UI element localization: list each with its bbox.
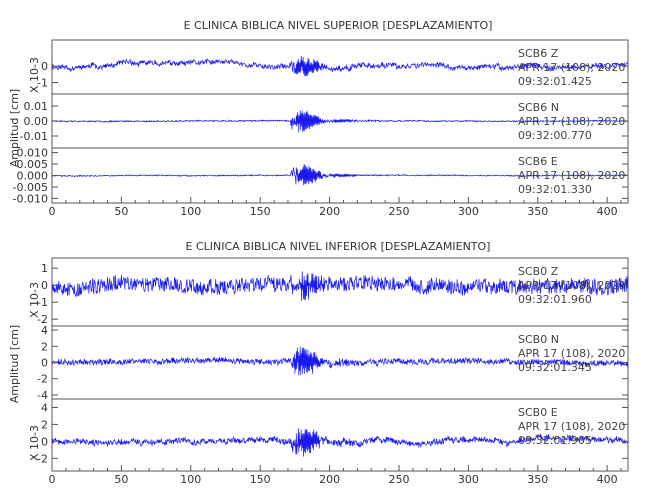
station-component-label: SCB6 N <box>518 101 559 114</box>
y-tick-label: 0.01 <box>24 100 49 113</box>
x-tick-label: 150 <box>250 473 271 486</box>
station-component-label: SCB6 Z <box>518 47 559 60</box>
station-component-label: SCB0 N <box>518 333 559 346</box>
y-scale-label: X 10-3 <box>28 57 41 93</box>
x-tick-label: 0 <box>49 473 56 486</box>
waveform-trace <box>51 271 629 302</box>
waveform-trace <box>51 110 628 133</box>
y-tick-label: -2 <box>37 313 48 326</box>
y-tick-label: 0 <box>41 60 48 73</box>
panel-frame <box>51 398 629 472</box>
lower-level-chart: E CLINICA BIBLICA NIVEL INFERIOR [DESPLA… <box>8 240 629 486</box>
station-component-label: SCB0 E <box>518 406 558 419</box>
y-tick-label: 4 <box>41 401 48 414</box>
x-tick-label: 200 <box>319 205 340 218</box>
waveform-trace <box>51 163 628 186</box>
x-tick-label: 0 <box>49 205 56 218</box>
record-time-label: 09:32:01.905 <box>518 434 592 447</box>
record-time-label: 09:32:01.345 <box>518 361 592 374</box>
y-tick-label: 2 <box>41 340 48 353</box>
upper-y-axis-label: Amplitud [cm] <box>8 89 21 167</box>
x-tick-label: 300 <box>458 473 479 486</box>
record-date-label: APR 17 (108), 2020 <box>518 420 625 433</box>
y-tick-label: 2 <box>41 418 48 431</box>
record-date-label: APR 17 (108), 2020 <box>518 115 625 128</box>
x-tick-label: 250 <box>388 205 409 218</box>
y-scale-label: X 10-3 <box>28 282 41 318</box>
record-date-label: APR 17 (108), 2020 <box>518 61 625 74</box>
y-tick-label: -1 <box>37 77 48 90</box>
x-axis: 0 50 100 150 200 250 300 350 400 <box>49 197 622 218</box>
record-date-label: APR 17 (108), 2020 <box>518 279 625 292</box>
upper-chart-title: E CLINICA BIBLICA NIVEL SUPERIOR [DESPLA… <box>184 19 493 32</box>
record-time-label: 09:32:01.960 <box>518 293 592 306</box>
y-tick-label: 0 <box>41 435 48 448</box>
x-tick-label: 200 <box>319 473 340 486</box>
lower-chart-title: E CLINICA BIBLICA NIVEL INFERIOR [DESPLA… <box>186 240 491 253</box>
waveform-trace <box>51 346 629 376</box>
y-tick-label: -0.010 <box>13 192 48 205</box>
lower-y-axis-label: Amplitud [cm] <box>8 325 21 403</box>
upper-level-chart: E CLINICA BIBLICA NIVEL SUPERIOR [DESPLA… <box>8 19 629 218</box>
x-tick-label: 100 <box>180 473 201 486</box>
y-tick-label: 0.005 <box>17 158 49 171</box>
y-tick-label: -0.005 <box>13 181 48 194</box>
record-date-label: APR 17 (108), 2020 <box>518 169 625 182</box>
y-tick-label: -2 <box>37 373 48 386</box>
x-tick-label: 50 <box>114 205 128 218</box>
y-tick-label: 0.000 <box>17 170 49 183</box>
y-tick-label: -1 <box>37 296 48 309</box>
x-tick-label: 300 <box>458 205 479 218</box>
x-axis: 0 50 100 150 200 250 300 350 400 <box>49 465 622 486</box>
y-tick-label: -2 <box>37 452 48 465</box>
y-scale-label: X 10-3 <box>28 425 41 461</box>
y-tick-label: -4 <box>37 389 48 402</box>
y-tick-label: 0 <box>41 357 48 370</box>
x-tick-label: 150 <box>250 205 271 218</box>
x-tick-label: 250 <box>388 473 409 486</box>
record-time-label: 09:32:01.425 <box>518 75 592 88</box>
x-tick-label: 100 <box>180 205 201 218</box>
x-tick-label: 400 <box>597 473 618 486</box>
x-tick-label: 350 <box>527 205 548 218</box>
record-time-label: 09:32:00.770 <box>518 129 592 142</box>
waveform-trace <box>51 428 629 457</box>
y-tick-label: 1 <box>41 262 48 275</box>
y-tick-label: -0.01 <box>20 130 48 143</box>
x-tick-label: 350 <box>527 473 548 486</box>
record-time-label: 09:32:01.330 <box>518 183 592 196</box>
station-component-label: SCB6 E <box>518 155 558 168</box>
record-date-label: APR 17 (108), 2020 <box>518 347 625 360</box>
station-component-label: SCB0 Z <box>518 265 559 278</box>
y-tick-label: 0.010 <box>17 147 49 160</box>
x-tick-label: 400 <box>597 205 618 218</box>
waveform-trace <box>51 55 628 77</box>
y-tick-label: 0 <box>41 279 48 292</box>
y-tick-label: 4 <box>41 324 48 337</box>
x-tick-label: 50 <box>114 473 128 486</box>
y-tick-label: 0.00 <box>24 115 49 128</box>
